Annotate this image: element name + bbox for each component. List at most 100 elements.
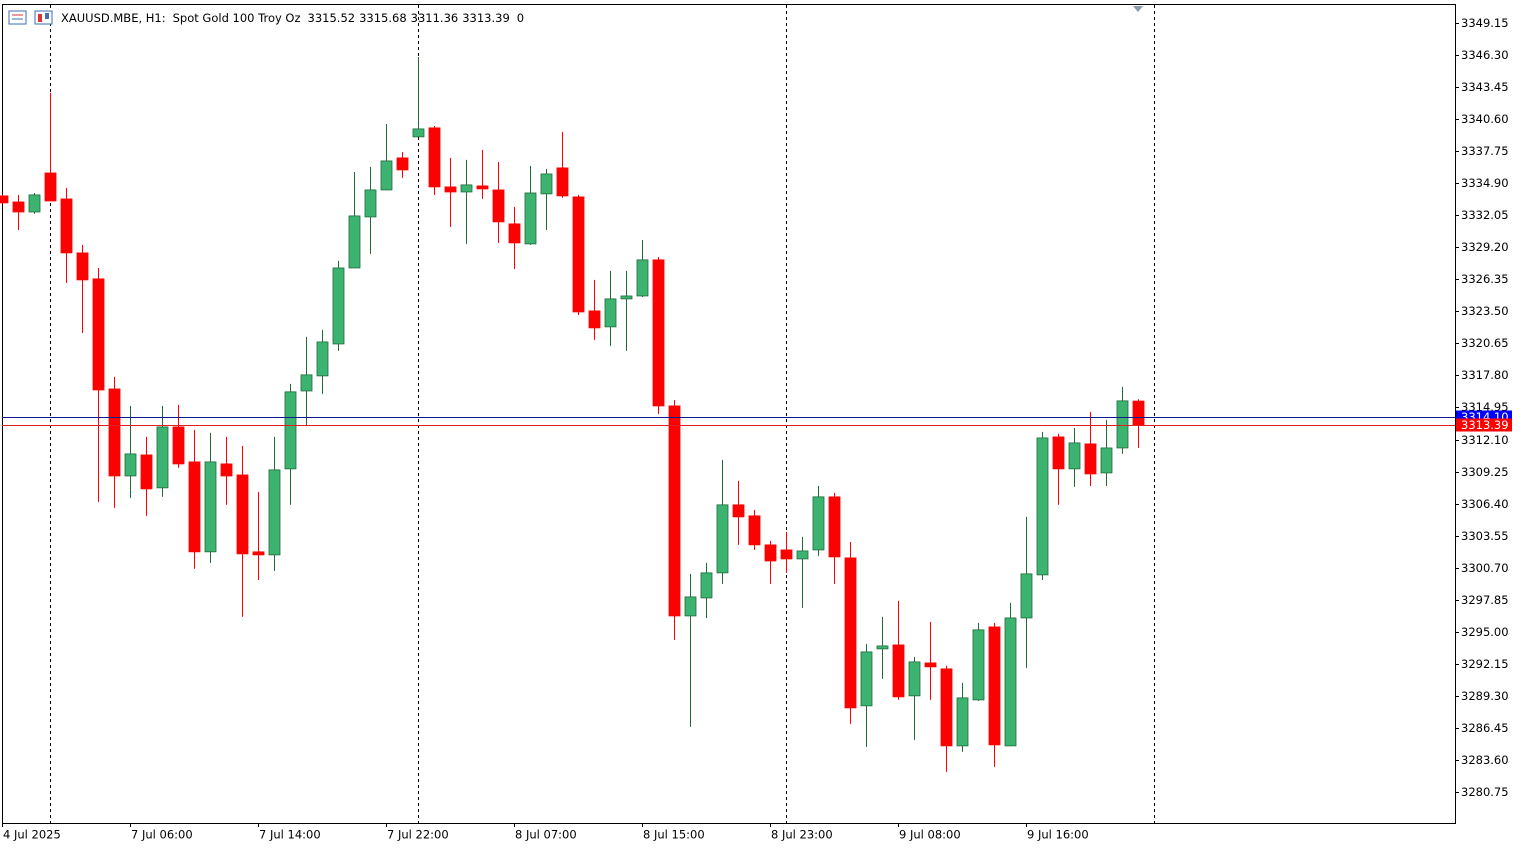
icon[interactable] <box>34 10 53 25</box>
x-tick-label: 9 Jul 08:00 <box>899 828 961 842</box>
candle-body <box>988 626 1001 746</box>
candle-body <box>828 496 841 558</box>
candle-body <box>1020 573 1033 619</box>
candle-body <box>524 192 537 245</box>
y-tick-label: 3300.70 <box>1461 561 1509 575</box>
y-tick-label: 3283.60 <box>1461 753 1509 767</box>
x-tick-label: 7 Jul 06:00 <box>131 828 193 842</box>
candle-body <box>476 185 489 190</box>
candle-body <box>76 252 89 281</box>
candle-body <box>796 550 809 560</box>
candle-body <box>540 173 553 195</box>
candle-body <box>268 469 281 556</box>
candle-body <box>300 374 313 392</box>
candle-body <box>668 405 681 617</box>
candle-body <box>156 426 169 489</box>
icon <box>38 14 42 22</box>
bid-label: 3313.39 <box>1461 418 1509 432</box>
y-tick-label: 3329.20 <box>1461 240 1509 254</box>
x-tick-label: 8 Jul 07:00 <box>515 828 577 842</box>
y-tick-label: 3309.25 <box>1461 465 1509 479</box>
extra-value: 0 <box>517 11 524 25</box>
x-tick-label: 8 Jul 23:00 <box>771 828 833 842</box>
candle-body <box>940 668 953 747</box>
icon[interactable] <box>8 10 27 25</box>
candle-body <box>1132 400 1145 426</box>
candle-body <box>876 645 889 650</box>
y-tick-label: 3280.75 <box>1461 785 1509 799</box>
candle-body <box>732 504 745 518</box>
plot-frame <box>2 4 1456 824</box>
shift-marker[interactable] <box>1133 6 1143 12</box>
y-tick-label: 3306.40 <box>1461 497 1509 511</box>
symbol: XAUUSD.MBE, H1: <box>61 11 166 25</box>
y-tick-label: 3340.60 <box>1461 112 1509 126</box>
candle-body <box>348 215 361 269</box>
candle-body <box>556 167 569 197</box>
candle-body <box>1084 443 1097 475</box>
candle-body <box>460 184 473 193</box>
candle-body <box>924 662 937 668</box>
candle-body <box>1004 617 1017 747</box>
x-tick-label: 4 Jul 2025 <box>3 828 61 842</box>
candle-body <box>972 629 985 701</box>
x-tick-label: 7 Jul 14:00 <box>259 828 321 842</box>
y-tick-label: 3289.30 <box>1461 689 1509 703</box>
toolbar-icons[interactable] <box>8 10 53 25</box>
candles <box>0 56 1145 772</box>
candle-body <box>236 474 249 555</box>
candle-body <box>188 461 201 553</box>
candle-body <box>508 223 521 244</box>
y-tick-label: 3334.90 <box>1461 176 1509 190</box>
candle-body <box>700 572 713 599</box>
candle-body <box>12 201 25 213</box>
y-tick-label: 3317.80 <box>1461 368 1509 382</box>
candle-body <box>716 504 729 574</box>
candle-body <box>396 157 409 171</box>
candle-body <box>204 461 217 553</box>
candle-body <box>1116 400 1129 449</box>
candle-body <box>284 391 297 470</box>
separators <box>50 5 1155 823</box>
candle-body <box>444 186 457 193</box>
candle-body <box>92 278 105 391</box>
y-tick-label: 3286.45 <box>1461 721 1509 735</box>
y-tick-label: 3326.35 <box>1461 272 1509 286</box>
candle-body <box>28 194 41 213</box>
candle-body <box>364 189 377 218</box>
y-tick-label: 3337.75 <box>1461 144 1509 158</box>
y-tick-label: 3320.65 <box>1461 336 1509 350</box>
bid-label-box <box>1456 418 1512 432</box>
candle-body <box>380 160 393 191</box>
candle-body <box>1068 442 1081 470</box>
candle-body <box>956 697 969 747</box>
candle-body <box>620 295 633 300</box>
candle-body <box>332 267 345 345</box>
candle-body <box>604 298 617 328</box>
candle-body <box>1100 447 1113 474</box>
y-tick-label: 3303.55 <box>1461 529 1509 543</box>
candle-body <box>124 453 137 477</box>
candle-body <box>1036 437 1049 576</box>
candle-body <box>748 515 761 546</box>
candle-body <box>780 549 793 560</box>
candle-body <box>860 651 873 707</box>
candle-body <box>0 195 9 204</box>
candle-body <box>428 127 441 188</box>
x-tick-label: 9 Jul 16:00 <box>1027 828 1089 842</box>
candle-body <box>108 388 121 477</box>
candle-body <box>140 454 153 490</box>
candle-body <box>812 496 825 551</box>
candle-body <box>572 196 585 313</box>
candle-body <box>60 198 73 254</box>
low-value: 3311.36 <box>411 11 459 25</box>
y-tick-label: 3312.10 <box>1461 433 1509 447</box>
candle-body <box>1052 436 1065 470</box>
y-tick-label: 3332.05 <box>1461 208 1509 222</box>
candle-body <box>492 189 505 223</box>
y-tick-label: 3343.45 <box>1461 80 1509 94</box>
candle-body <box>892 644 905 698</box>
high-value: 3315.68 <box>359 11 407 25</box>
